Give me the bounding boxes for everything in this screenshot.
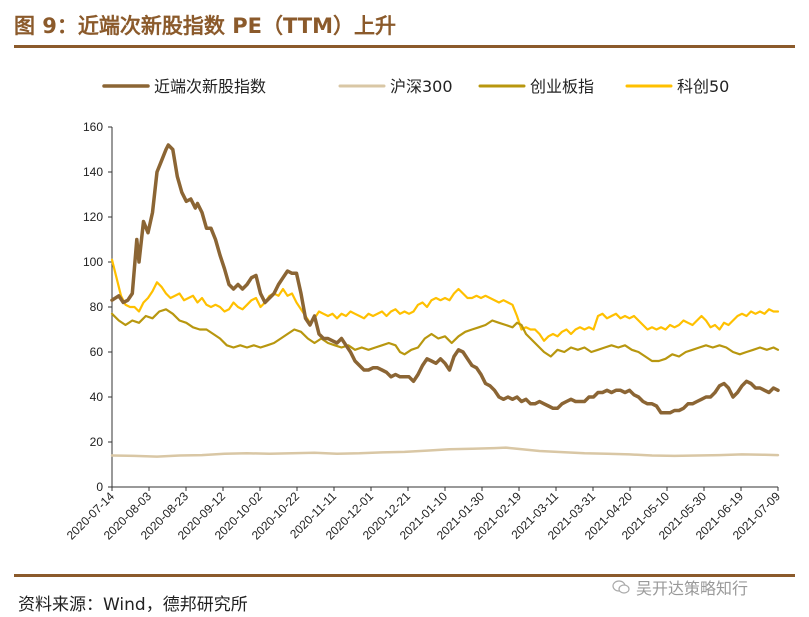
figure-title: 图 9：近端次新股指数 PE（TTM）上升 [14,14,396,38]
y-tick-label: 120 [83,210,103,224]
y-tick-label: 80 [90,300,104,314]
series-line-1 [110,446,780,458]
legend-label: 沪深300 [390,77,453,96]
series-line-2 [110,308,780,363]
y-tick-label: 0 [96,480,103,494]
watermark-text: 吴开达策略知行 [636,579,749,598]
series-line-0 [110,143,780,415]
legend-label: 科创50 [677,77,729,96]
footer-divider [14,574,795,577]
chart-legend: 近端次新股指数 沪深300 创业板指 科创50 [102,77,729,96]
line-chart: 近端次新股指数 沪深300 创业板指 科创50 0 20 40 60 80 100 120 140 1… [64,77,784,543]
wechat-icon [612,580,630,594]
source-note: 资料来源：Wind，德邦研究所 [18,595,248,615]
legend-label: 近端次新股指数 [154,77,266,96]
y-tick-label: 60 [90,345,104,359]
legend-label: 创业板指 [530,77,594,96]
watermark: 吴开达策略知行 [612,575,748,599]
y-tick-label: 20 [90,435,104,449]
plot-area [110,143,780,458]
series-line-3 [110,258,780,342]
title-divider [14,45,795,48]
y-tick-label: 100 [83,255,103,269]
y-tick-label: 140 [83,165,103,179]
y-tick-label: 40 [90,390,104,404]
chart-axes: 0204060801001201401602020-07-142020-08-0… [64,120,784,543]
y-tick-label: 160 [83,120,103,134]
